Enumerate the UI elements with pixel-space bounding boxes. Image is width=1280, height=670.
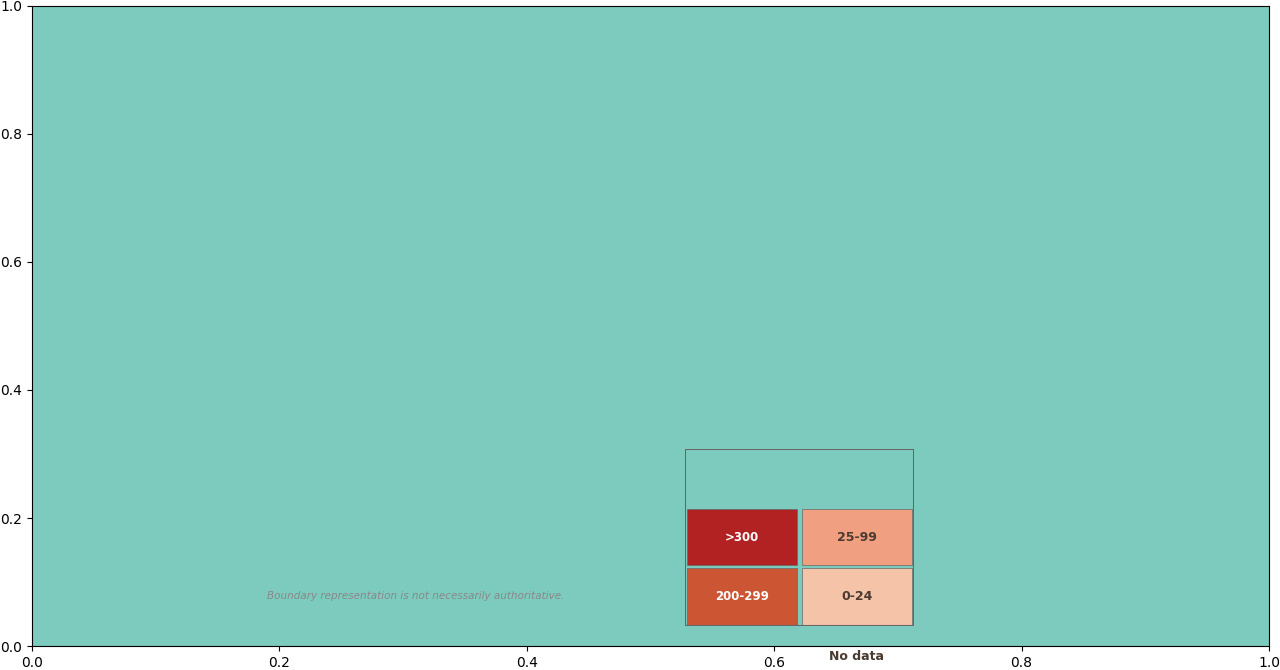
- Bar: [687, 568, 797, 624]
- Text: No data: No data: [829, 649, 884, 663]
- Bar: [801, 568, 911, 624]
- Text: 0-24: 0-24: [841, 590, 873, 604]
- Text: >300: >300: [724, 531, 759, 544]
- Text: 25-99: 25-99: [837, 531, 877, 544]
- Text: 200-299: 200-299: [716, 590, 769, 604]
- Bar: [801, 509, 911, 565]
- Text: Boundary representation is not necessarily authoritative.: Boundary representation is not necessari…: [266, 592, 564, 602]
- Bar: [687, 509, 797, 565]
- Text: 100-199: 100-199: [716, 649, 769, 663]
- Bar: [687, 628, 797, 670]
- Bar: [801, 628, 911, 670]
